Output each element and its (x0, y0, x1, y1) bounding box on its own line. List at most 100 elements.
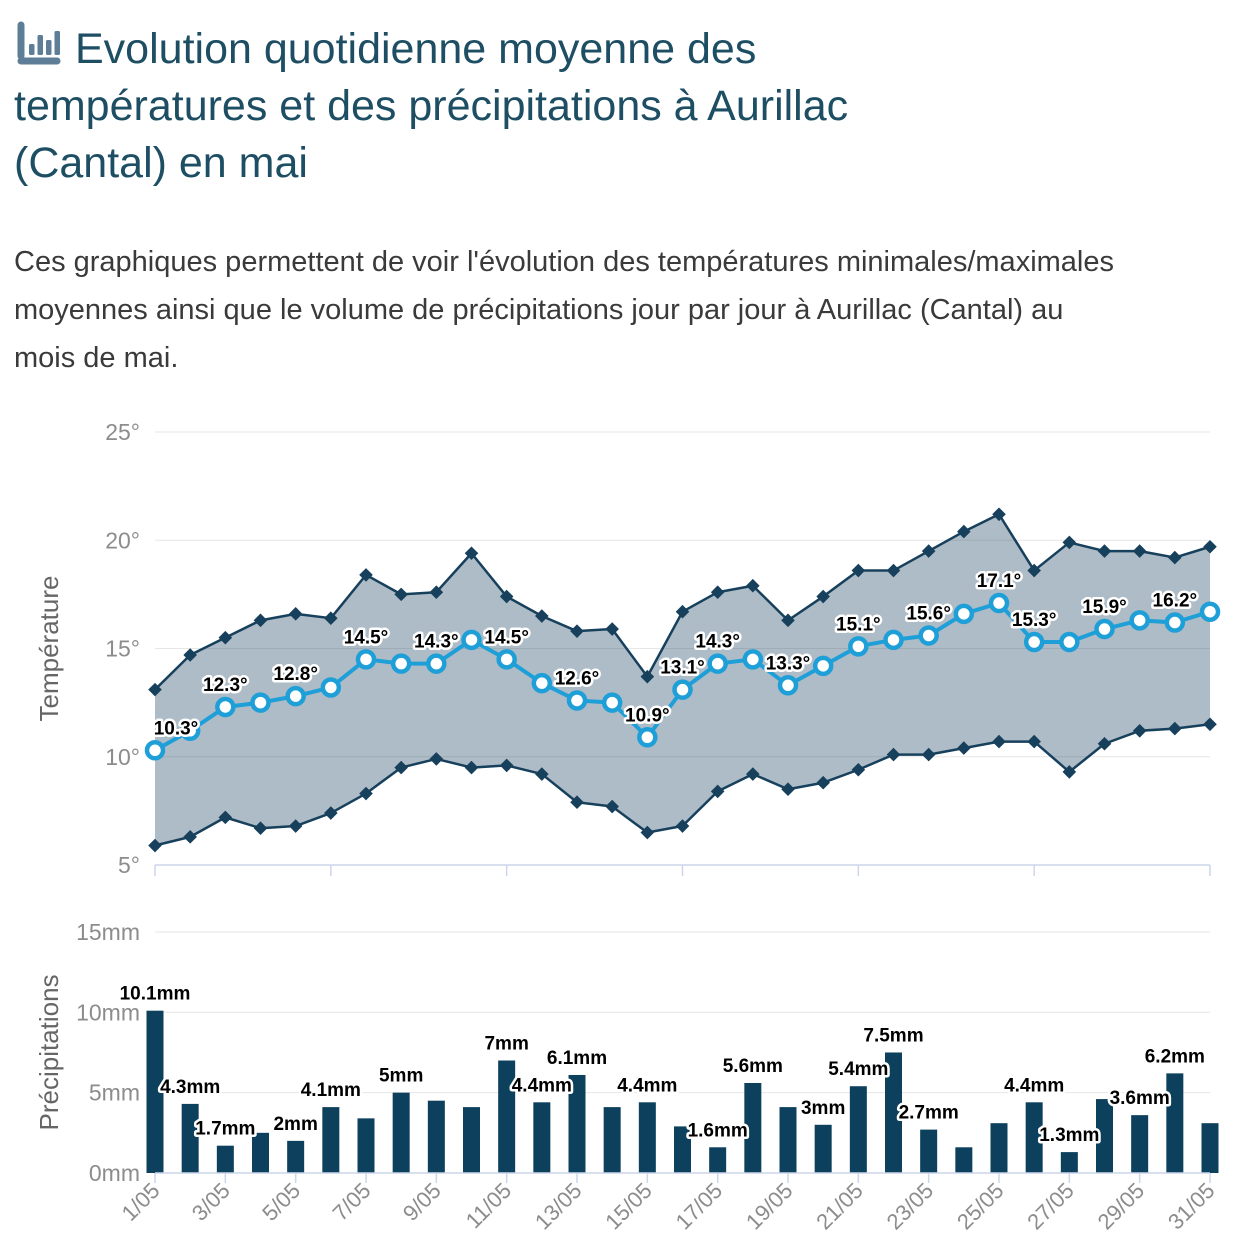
temp-mean-point[interactable] (285, 685, 306, 707)
temp-min-point[interactable] (499, 758, 514, 773)
temp-max-point[interactable] (1062, 535, 1077, 550)
precip-bar[interactable] (463, 1107, 480, 1173)
temp-max-point[interactable] (394, 587, 408, 602)
temp-max-point[interactable] (816, 589, 830, 604)
temp-max-point[interactable] (886, 563, 901, 578)
precip-bar[interactable] (216, 1145, 234, 1173)
precip-bar[interactable] (849, 1086, 867, 1173)
temp-mean-point[interactable] (250, 692, 271, 713)
temp-mean-point[interactable] (672, 679, 693, 700)
temp-min-point[interactable] (183, 830, 197, 844)
temp-max-point[interactable] (535, 609, 549, 623)
temp-mean-point[interactable] (496, 649, 517, 670)
precip-bar[interactable] (533, 1102, 551, 1173)
temp-mean-point[interactable] (953, 603, 975, 625)
temp-min-point[interactable] (148, 838, 162, 853)
temp-max-point[interactable] (359, 568, 373, 582)
temp-mean-point[interactable] (320, 677, 342, 698)
temp-max-point[interactable] (1027, 563, 1041, 578)
temp-mean-point[interactable] (179, 720, 201, 742)
precip-bar[interactable] (674, 1126, 691, 1173)
temp-mean-point[interactable] (1129, 610, 1150, 631)
temp-min-point[interactable] (921, 747, 936, 762)
temp-min-point[interactable] (1027, 734, 1041, 749)
temp-max-point[interactable] (781, 613, 795, 628)
temp-mean-point[interactable] (1164, 612, 1186, 633)
precip-bar[interactable] (1166, 1073, 1184, 1173)
precip-bar[interactable] (709, 1147, 727, 1173)
precip-bar[interactable] (252, 1132, 269, 1173)
temp-min-point[interactable] (570, 795, 584, 810)
temp-max-point[interactable] (1168, 550, 1182, 565)
temp-max-point[interactable] (253, 613, 268, 628)
temp-min-point[interactable] (1168, 721, 1182, 736)
temp-max-point[interactable] (288, 607, 303, 621)
temp-max-point[interactable] (605, 622, 619, 636)
precip-bar[interactable] (1060, 1152, 1078, 1173)
temp-max-point[interactable] (1097, 544, 1112, 558)
precip-bar[interactable] (1096, 1099, 1113, 1173)
temp-min-point[interactable] (464, 760, 479, 775)
precip-bar[interactable] (1131, 1115, 1149, 1173)
precip-bar[interactable] (990, 1123, 1008, 1173)
temp-max-point[interactable] (429, 585, 444, 600)
temp-min-point[interactable] (359, 786, 373, 801)
precip-bar[interactable] (1201, 1123, 1219, 1173)
temp-mean-point[interactable] (918, 625, 939, 646)
temp-min-point[interactable] (886, 747, 901, 762)
temp-mean-point[interactable] (742, 649, 764, 670)
precip-bar[interactable] (638, 1102, 656, 1173)
temp-mean-point[interactable] (1094, 618, 1115, 640)
precip-bar[interactable] (181, 1103, 199, 1173)
temp-max-point[interactable] (640, 669, 655, 684)
temp-max-point[interactable] (710, 585, 725, 600)
temp-min-point[interactable] (992, 734, 1006, 749)
temp-max-point[interactable] (992, 507, 1006, 522)
temp-min-point[interactable] (605, 799, 619, 814)
temp-mean-point[interactable] (1059, 631, 1080, 653)
temp-max-point[interactable] (921, 544, 936, 558)
precip-bar[interactable] (779, 1107, 797, 1173)
precip-bar[interactable] (920, 1129, 938, 1173)
temp-max-point[interactable] (499, 589, 514, 604)
temp-mean-point[interactable] (601, 692, 623, 713)
temp-mean-point[interactable] (707, 653, 728, 674)
temp-min-point[interactable] (429, 752, 444, 766)
temp-mean-point[interactable] (812, 655, 834, 677)
temp-min-point[interactable] (324, 806, 338, 820)
temp-min-point[interactable] (640, 825, 655, 840)
precip-bar[interactable] (744, 1083, 762, 1173)
temp-min-point[interactable] (851, 762, 866, 777)
temp-mean-point[interactable] (426, 653, 447, 674)
precip-bar[interactable] (287, 1140, 305, 1173)
temp-mean-point[interactable] (1023, 631, 1045, 653)
temp-mean-point[interactable] (144, 740, 166, 761)
temp-min-point[interactable] (816, 775, 830, 790)
precip-bar[interactable] (392, 1092, 410, 1173)
temp-min-point[interactable] (710, 784, 725, 799)
temp-max-point[interactable] (464, 546, 479, 561)
temp-max-point[interactable] (183, 648, 197, 662)
temp-mean-point[interactable] (461, 629, 482, 651)
temp-min-point[interactable] (781, 782, 795, 797)
temp-max-point[interactable] (851, 563, 866, 578)
temp-min-point[interactable] (1132, 723, 1147, 738)
precip-bar[interactable] (1025, 1102, 1043, 1173)
temp-max-point[interactable] (1132, 544, 1147, 558)
temp-min-point[interactable] (394, 760, 408, 775)
temp-mean-point[interactable] (215, 696, 236, 718)
precip-bar[interactable] (146, 1010, 164, 1173)
temp-max-point[interactable] (218, 630, 233, 645)
precip-bar[interactable] (814, 1124, 832, 1173)
temp-max-point[interactable] (746, 578, 760, 593)
precip-bar[interactable] (322, 1107, 340, 1173)
temp-max-point[interactable] (148, 682, 162, 697)
temp-mean-point[interactable] (848, 636, 869, 657)
precip-bar[interactable] (955, 1147, 973, 1173)
temp-max-point[interactable] (675, 604, 690, 619)
temp-mean-point[interactable] (1199, 601, 1221, 622)
temp-min-point[interactable] (675, 819, 690, 833)
temp-max-point[interactable] (1203, 539, 1217, 554)
temp-mean-point[interactable] (566, 690, 588, 711)
temp-mean-point[interactable] (988, 592, 1010, 614)
